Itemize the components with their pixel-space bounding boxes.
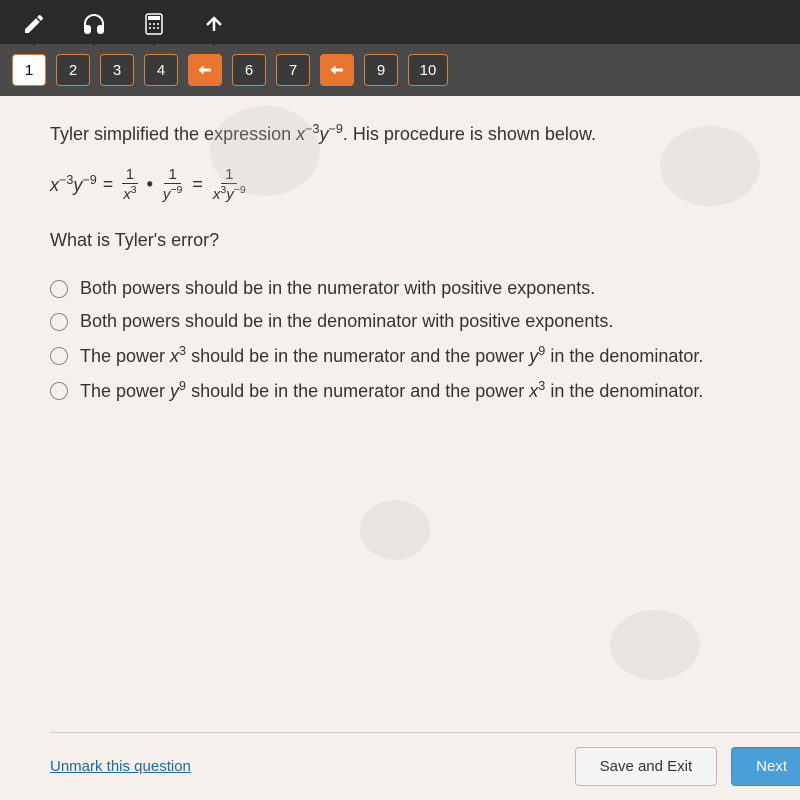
question-footer: Unmark this question Save and Exit Next: [50, 732, 800, 786]
tool-headphones-wrap: [80, 10, 108, 38]
option-label: The power y9 should be in the numerator …: [80, 379, 703, 402]
options-group: Both powers should be in the numerator w…: [50, 272, 772, 408]
headphones-icon[interactable]: [80, 10, 108, 38]
option-2[interactable]: Both powers should be in the denominator…: [50, 305, 772, 338]
option-1[interactable]: Both powers should be in the numerator w…: [50, 272, 772, 305]
radio-icon[interactable]: [50, 313, 68, 331]
nav-arrow-btn[interactable]: [188, 54, 222, 86]
question-prompt: What is Tyler's error?: [50, 227, 772, 254]
question-intro: Tyler simplified the expression x−3y−9. …: [50, 120, 772, 148]
nav-question-7[interactable]: 7: [276, 54, 310, 86]
nav-question-1[interactable]: 1: [12, 54, 46, 86]
top-toolbar: [0, 0, 800, 44]
option-4[interactable]: The power y9 should be in the numerator …: [50, 373, 772, 408]
nav-question-3[interactable]: 3: [100, 54, 134, 86]
intro-exp2: −9: [328, 122, 342, 136]
nav-arrow-btn[interactable]: [320, 54, 354, 86]
pencil-icon[interactable]: [20, 10, 48, 38]
nav-question-10[interactable]: 10: [408, 54, 448, 86]
radio-icon[interactable]: [50, 347, 68, 365]
intro-prefix: Tyler simplified the expression: [50, 124, 296, 144]
radio-icon[interactable]: [50, 382, 68, 400]
question-nav: 1234 67 9 10: [0, 44, 800, 96]
unmark-link[interactable]: Unmark this question: [50, 758, 561, 775]
option-label: Both powers should be in the numerator w…: [80, 278, 595, 299]
calculator-icon[interactable]: [140, 10, 168, 38]
work-expression: x−3y−9 = 1 x3 • 1 y−9 = 1 x3y−9: [50, 166, 772, 203]
radio-icon[interactable]: [50, 280, 68, 298]
content-area: Tyler simplified the expression x−3y−9. …: [0, 96, 800, 800]
intro-exp1: −3: [305, 122, 319, 136]
nav-question-9[interactable]: 9: [364, 54, 398, 86]
tool-upload-wrap: [200, 10, 228, 38]
option-label: The power x3 should be in the numerator …: [80, 344, 703, 367]
tool-pencil-wrap: [20, 10, 48, 38]
intro-suffix: . His procedure is shown below.: [343, 124, 596, 144]
nav-question-2[interactable]: 2: [56, 54, 90, 86]
next-button[interactable]: Next: [731, 747, 800, 786]
nav-question-6[interactable]: 6: [232, 54, 266, 86]
option-3[interactable]: The power x3 should be in the numerator …: [50, 338, 772, 373]
save-exit-button[interactable]: Save and Exit: [575, 747, 718, 786]
option-label: Both powers should be in the denominator…: [80, 311, 613, 332]
intro-var1: x: [296, 124, 305, 144]
upload-icon[interactable]: [200, 10, 228, 38]
tool-calculator-wrap: [140, 10, 168, 38]
nav-question-4[interactable]: 4: [144, 54, 178, 86]
